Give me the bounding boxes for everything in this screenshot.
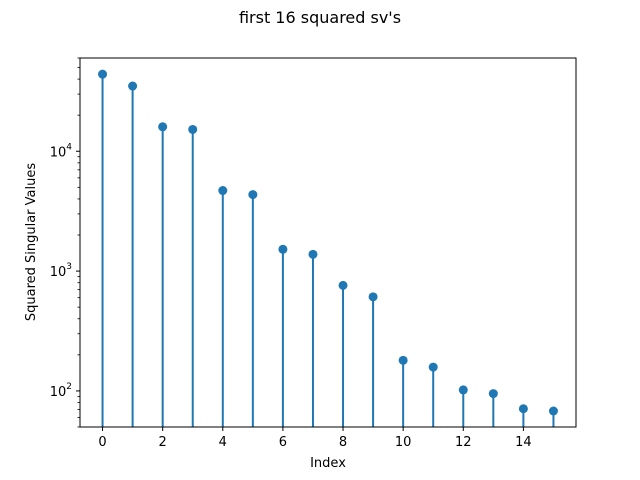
stem-marker	[338, 280, 348, 290]
chart-title: first 16 squared sv's	[239, 8, 401, 27]
stem-marker	[398, 355, 408, 365]
x-tick-label: 0	[98, 435, 106, 450]
stem-marker	[428, 362, 438, 372]
x-axis-label: Index	[310, 456, 346, 471]
x-tick-label: 2	[159, 435, 167, 450]
stem-marker	[98, 69, 108, 79]
x-tick-label: 8	[339, 435, 347, 450]
stem-marker	[278, 244, 288, 254]
stem-marker	[368, 292, 378, 302]
y-tick-label: 102	[50, 382, 72, 400]
stem-marker	[488, 389, 498, 399]
y-tick-label: 103	[50, 262, 72, 280]
stem-marker	[548, 406, 558, 416]
stem-marker	[248, 190, 258, 200]
y-axis-label: Squared Singular Values	[24, 163, 39, 321]
y-tick-label: 104	[50, 142, 73, 160]
stem-marker	[518, 404, 528, 414]
x-tick-label: 10	[395, 435, 412, 450]
stem-marker	[128, 81, 138, 91]
stem-marker	[308, 249, 318, 259]
x-tick-label: 4	[219, 435, 227, 450]
x-tick-label: 12	[455, 435, 472, 450]
x-tick-label: 6	[279, 435, 287, 450]
stem-marker	[158, 122, 168, 132]
stem-marker	[218, 186, 228, 196]
stem-marker	[188, 124, 198, 134]
axes-frame	[79, 57, 577, 428]
stem-marker	[458, 385, 468, 395]
plot-area: 0 2 4 6 8 10 12 14 102 103 104	[50, 57, 577, 450]
x-tick-label: 14	[515, 435, 532, 450]
